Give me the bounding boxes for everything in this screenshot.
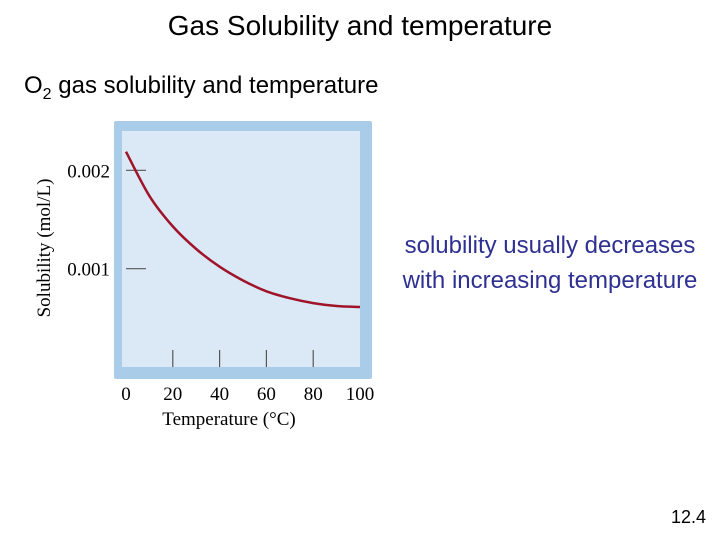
annotation-text: solubility usually decreases with increa…: [402, 232, 698, 294]
plot-area: [122, 131, 360, 367]
slide-title: Gas Solubility and temperature: [167, 10, 553, 41]
y-tick-label: 0.001: [67, 260, 110, 281]
subtitle-rest: gas solubility and temperature: [51, 72, 379, 99]
x-tick-label: 40: [210, 384, 229, 405]
page-number: 12.4: [670, 507, 706, 527]
x-axis-label: Temperature (°C): [162, 409, 295, 430]
x-tick-label: 0: [121, 384, 131, 405]
subtitle-prefix: O: [24, 72, 43, 99]
x-tick-label: 100: [346, 384, 375, 405]
x-tick-label: 20: [163, 384, 182, 405]
slide-subtitle: O2 gas solubility and temperature: [24, 72, 378, 104]
y-tick-label: 0.002: [67, 161, 110, 182]
x-tick-label: 80: [304, 384, 323, 405]
y-axis-label: Solubility (mol/L): [34, 179, 55, 318]
subtitle-subscript: 2: [42, 86, 52, 103]
x-tick-label: 60: [257, 384, 276, 405]
solubility-curve: [124, 151, 361, 309]
